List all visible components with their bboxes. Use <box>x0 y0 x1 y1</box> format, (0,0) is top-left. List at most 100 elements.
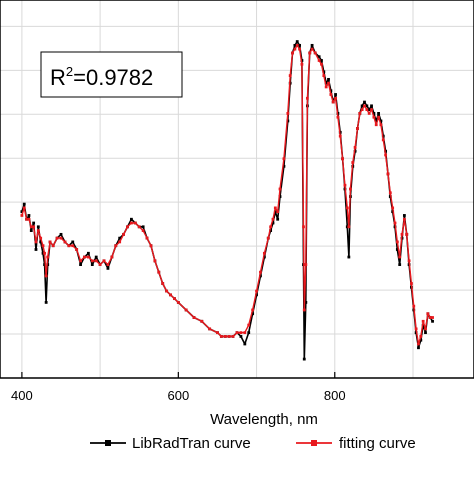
series-point <box>157 270 161 274</box>
series-point <box>90 259 94 263</box>
series-point <box>324 85 328 89</box>
series-point <box>372 115 376 119</box>
x-axis-label: Wavelength, nm <box>210 411 318 428</box>
series-point <box>308 51 312 55</box>
series-point <box>153 259 157 263</box>
series-point <box>51 244 55 248</box>
series-point <box>247 331 251 335</box>
series-point <box>426 312 430 316</box>
series-point <box>41 251 45 255</box>
series-point <box>353 146 357 149</box>
series-point <box>161 282 165 285</box>
series-point <box>83 255 86 259</box>
series-point <box>381 138 385 142</box>
series-point <box>276 210 280 214</box>
series-point <box>317 59 321 62</box>
series-point <box>262 255 266 259</box>
series-point <box>255 293 258 297</box>
series-point <box>269 229 273 232</box>
series-point <box>141 229 145 232</box>
series-point <box>46 255 50 259</box>
series-point <box>55 236 59 240</box>
series-point <box>192 316 196 319</box>
series-point <box>273 210 277 214</box>
series-point <box>310 47 314 51</box>
series-point <box>370 108 373 112</box>
series-point <box>126 225 129 229</box>
series-point <box>322 70 326 74</box>
series-point <box>106 263 110 266</box>
series-point <box>200 319 204 323</box>
series-point <box>377 112 380 115</box>
series-point <box>130 221 133 225</box>
series-point <box>44 274 48 278</box>
series-point <box>304 301 308 304</box>
series-point <box>173 297 176 301</box>
series-point <box>32 225 36 229</box>
series-point <box>331 100 335 104</box>
series-point <box>417 342 420 346</box>
series-point <box>39 236 43 240</box>
series-point <box>86 255 90 259</box>
series-point <box>63 240 67 244</box>
series-point <box>338 134 342 138</box>
series-point <box>145 236 149 240</box>
series-point <box>302 357 306 361</box>
series-point <box>67 244 71 248</box>
series-point <box>402 217 406 221</box>
series-point <box>356 127 359 130</box>
series-point <box>247 323 251 327</box>
series-point <box>130 217 133 221</box>
series-point <box>44 301 48 304</box>
series-point <box>149 244 153 248</box>
series-point <box>410 282 413 285</box>
series-point <box>388 191 392 195</box>
series-point <box>118 240 122 244</box>
series-point <box>165 289 169 293</box>
series-point <box>302 308 306 312</box>
series-point <box>363 104 366 108</box>
series-point <box>374 123 378 127</box>
series-point <box>395 248 399 251</box>
series-point <box>395 240 399 244</box>
plot-frame <box>0 0 474 379</box>
series-point <box>98 263 102 266</box>
series-point <box>34 240 38 244</box>
series-point <box>269 225 273 229</box>
series-point <box>393 221 397 225</box>
grid-lines <box>0 0 474 378</box>
series-point <box>75 248 79 251</box>
series-point <box>298 43 301 47</box>
series-point <box>347 255 351 259</box>
series-point <box>102 259 106 263</box>
series-point <box>293 43 297 47</box>
series-point <box>106 266 110 270</box>
annotation-text: R2=0.9782 <box>50 64 153 90</box>
series-point <box>273 206 277 210</box>
series-point <box>48 240 52 244</box>
series-point <box>169 293 172 297</box>
series-point <box>90 263 94 266</box>
series-point <box>419 335 423 338</box>
series-point <box>377 115 380 119</box>
series-point <box>386 172 390 176</box>
series-point <box>122 232 125 236</box>
series-point <box>286 112 290 115</box>
series-point <box>300 62 304 66</box>
series-point <box>32 221 36 225</box>
series-point <box>239 331 243 335</box>
series-point <box>421 319 425 323</box>
series-point <box>367 112 371 115</box>
series-point <box>141 225 145 229</box>
x-axis-ticks: 400 600 800 <box>11 372 346 403</box>
series-point <box>329 93 333 96</box>
series-point <box>118 236 122 240</box>
series-point <box>334 93 337 96</box>
series-point <box>22 206 26 210</box>
series-point <box>402 214 406 217</box>
series-point <box>365 104 369 108</box>
series-point <box>216 331 219 335</box>
series-point <box>310 43 314 47</box>
series-point <box>414 327 418 331</box>
